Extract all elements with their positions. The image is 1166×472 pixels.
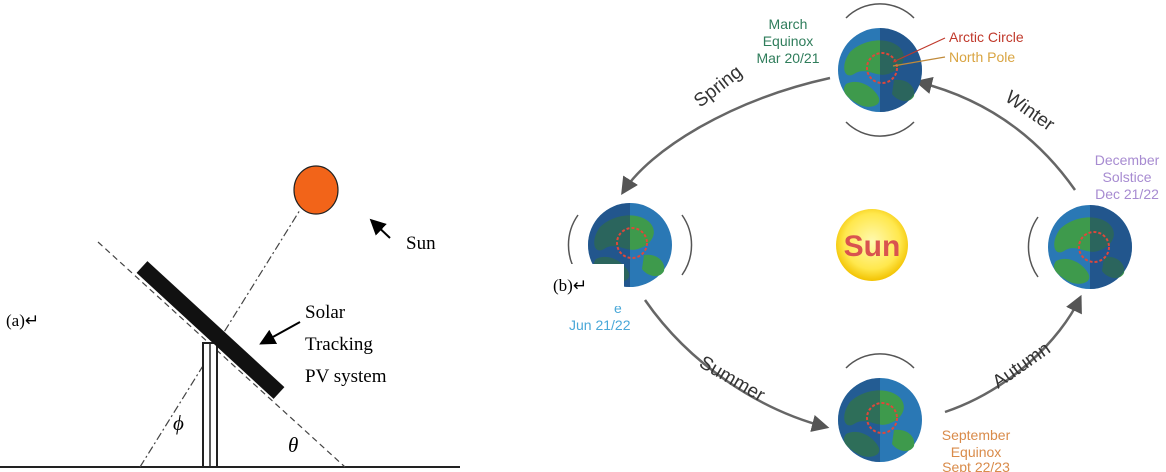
december-solstice-label: December Solstice Dec 21/22 xyxy=(1095,152,1160,202)
system-pointer-arrow xyxy=(259,321,301,345)
panel-plane-dashed-line xyxy=(97,241,346,468)
orbit-arc-winter xyxy=(914,76,1077,191)
march-equinox-label: March Equinox Mar 20/21 xyxy=(756,16,819,66)
panel-b-tag-box xyxy=(548,264,624,306)
panel-a-tag: (a)↵ xyxy=(6,311,39,330)
september-line-2: Equinox xyxy=(951,444,1002,460)
orbit-arc-spring xyxy=(621,76,831,195)
earth-september xyxy=(838,353,922,462)
season-spring-label: Spring xyxy=(690,62,746,112)
arctic-circle-label: Arctic Circle xyxy=(949,29,1024,45)
december-line-1: December xyxy=(1095,152,1160,168)
season-autumn-label: Autumn xyxy=(989,338,1055,393)
arctic-circle-pointer xyxy=(892,37,946,63)
north-pole-pointer xyxy=(892,56,946,67)
december-line-2: Solstice xyxy=(1102,169,1151,185)
system-label-line-3: PV system xyxy=(305,366,387,387)
system-label-line-1: Solar xyxy=(305,302,346,323)
orbit-arc-autumn xyxy=(944,294,1082,414)
sun-label: Sun xyxy=(406,233,436,254)
orbit-arc-summer xyxy=(643,299,830,432)
sun-pointer-arrow xyxy=(369,218,391,239)
central-sun xyxy=(836,209,908,281)
june-solstice-partial: e xyxy=(614,300,622,316)
september-line-3: Sept 22/23 xyxy=(942,459,1010,472)
march-line-3: Mar 20/21 xyxy=(756,50,819,66)
december-line-3: Dec 21/22 xyxy=(1095,186,1159,202)
angle-phi-label: ϕ xyxy=(173,411,184,435)
earth-march xyxy=(838,3,922,137)
season-winter-label: Winter xyxy=(1001,87,1059,136)
system-label-line-2: Tracking xyxy=(305,334,373,355)
north-pole-label: North Pole xyxy=(949,49,1015,65)
march-line-1: March xyxy=(769,16,808,32)
june-date-label: Jun 21/22 xyxy=(569,317,631,333)
earth-december xyxy=(1027,205,1132,289)
season-summer-label: Summer xyxy=(696,352,769,406)
september-equinox-label: September Equinox Sept 22/23 xyxy=(942,427,1011,472)
solar-panel xyxy=(136,261,285,399)
central-sun-label: Sun xyxy=(844,230,901,263)
panel-b-tag: (b)↵ xyxy=(553,276,587,295)
panel-b: Sun xyxy=(548,3,1160,472)
september-line-1: September xyxy=(942,427,1011,443)
angle-theta-label: θ xyxy=(288,433,298,457)
sun-circle xyxy=(293,165,339,215)
march-line-2: Equinox xyxy=(763,33,814,49)
panel-a: Sun Solar Tracking PV system ϕ θ (a)↵ xyxy=(0,165,460,468)
